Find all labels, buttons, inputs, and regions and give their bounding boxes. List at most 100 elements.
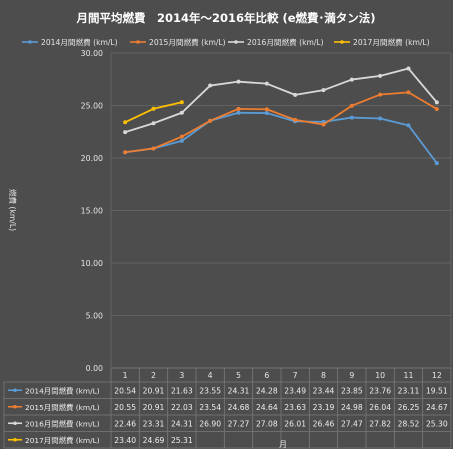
table-cell: 22.03: [171, 403, 193, 412]
table-legend-marker: [13, 404, 17, 409]
table-cell: 25.30: [426, 419, 448, 428]
table-cell: 27.27: [228, 419, 250, 428]
legend-label-1: 2014月間燃費 (km/L): [41, 37, 118, 47]
y-axis-label: 燃費 (km/L): [8, 189, 18, 231]
table-legend-marker: [13, 388, 17, 393]
table-cell: 23.19: [313, 403, 335, 412]
legend: 2014月間燃費 (km/L) 2015月間燃費 (km/L) 2016月間燃費 (…: [22, 37, 430, 47]
series-line-2: [125, 91, 438, 154]
data-point: [264, 81, 269, 86]
table-cell: 20.54: [114, 386, 136, 395]
data-point: [208, 118, 213, 123]
data-point: [151, 146, 156, 151]
data-point: [179, 134, 184, 139]
table-cell: 24.68: [228, 403, 250, 412]
series-lines: [123, 66, 439, 166]
table-cell: 21.63: [171, 386, 193, 395]
table-cell: 20.91: [143, 386, 165, 395]
legend-label-3: 2016月間燃費 (km/L): [247, 37, 324, 47]
series-line-1: [125, 111, 438, 164]
data-point: [349, 77, 354, 82]
table-row-label: 2016月間燃費 (km/L): [25, 419, 100, 428]
x-tick-label: 1: [123, 371, 128, 380]
data-point: [179, 138, 184, 143]
x-tick-label: 5: [236, 371, 241, 380]
table-cell: 26.25: [398, 403, 420, 412]
x-tick-label: 2: [151, 371, 156, 380]
table-cell: 28.52: [398, 419, 420, 428]
table-cell: 23.55: [199, 386, 221, 395]
x-tick-label: 8: [321, 371, 326, 380]
y-tick-label: 25.00: [81, 102, 103, 111]
table-row-label: 2014月間燃費 (km/L): [25, 386, 100, 395]
data-point: [321, 88, 326, 93]
table-cell: 23.40: [114, 436, 136, 445]
table-cell: 23.31: [143, 419, 165, 428]
x-tick-label: 11: [404, 371, 414, 380]
y-tick-label: 30.00: [81, 49, 103, 58]
data-point: [179, 100, 184, 105]
y-tick-label: 0.00: [86, 364, 103, 373]
table-legend-marker: [13, 437, 17, 442]
data-point: [349, 115, 354, 120]
table-cell: 22.46: [114, 419, 136, 428]
data-point: [264, 107, 269, 112]
legend-marker-4: [340, 40, 344, 44]
y-axis-ticks: 0.00 5.00 10.00 15.00 20.00 25.00 30.00: [81, 49, 103, 373]
table-cell: 26.04: [369, 403, 391, 412]
data-point: [123, 120, 128, 125]
table-legend-marker: [13, 421, 17, 426]
table-cell: 24.64: [256, 403, 278, 412]
table-cell: 26.90: [199, 419, 221, 428]
data-point: [236, 106, 241, 111]
legend-marker-2: [136, 40, 140, 44]
data-point: [208, 83, 213, 88]
x-tick-label: 6: [264, 371, 269, 380]
y-tick-label: 10.00: [81, 259, 103, 268]
table-cell: 23.54: [199, 403, 221, 412]
table-row-label: 2017月間燃費 (km/L): [25, 436, 100, 445]
x-axis-label: 月: [279, 440, 287, 449]
x-tick-label: 12: [432, 371, 442, 380]
table-cell: 24.31: [228, 386, 250, 395]
data-point: [264, 111, 269, 116]
legend-marker-3: [234, 40, 238, 44]
data-point: [406, 123, 411, 128]
data-point: [151, 106, 156, 111]
x-tick-label: 7: [293, 371, 298, 380]
chart-title: 月間平均燃費 2014年～2016年比較 (e燃費･満タン法): [75, 11, 375, 25]
data-point: [406, 90, 411, 95]
data-point: [321, 122, 326, 127]
y-tick-label: 20.00: [81, 154, 103, 163]
table-cell: 19.51: [426, 386, 448, 395]
legend-marker-1: [28, 40, 32, 44]
x-tick-label: 3: [179, 371, 184, 380]
table-cell: 25.31: [171, 436, 193, 445]
data-point: [378, 73, 383, 78]
table-cell: 20.91: [143, 403, 165, 412]
table-cell: 27.47: [341, 419, 363, 428]
data-point: [406, 66, 411, 71]
table-cell: 26.46: [313, 419, 335, 428]
table-cell: 24.98: [341, 403, 363, 412]
data-point: [236, 110, 241, 115]
table-cell: 23.49: [284, 386, 306, 395]
legend-label-4: 2017月間燃費 (km/L): [353, 37, 430, 47]
y-tick-label: 15.00: [81, 207, 103, 216]
x-tick-label: 4: [208, 371, 213, 380]
x-tick-label: 10: [375, 371, 385, 380]
table-cell: 23.44: [313, 386, 335, 395]
x-tick-label: 9: [349, 371, 354, 380]
data-point: [378, 92, 383, 97]
data-point: [123, 130, 128, 135]
table-cell: 24.31: [171, 419, 193, 428]
table-cell: 20.55: [114, 403, 136, 412]
table-cell: 26.01: [284, 419, 306, 428]
data-point: [151, 121, 156, 126]
data-point: [434, 100, 439, 105]
table-cell: 24.28: [256, 386, 278, 395]
